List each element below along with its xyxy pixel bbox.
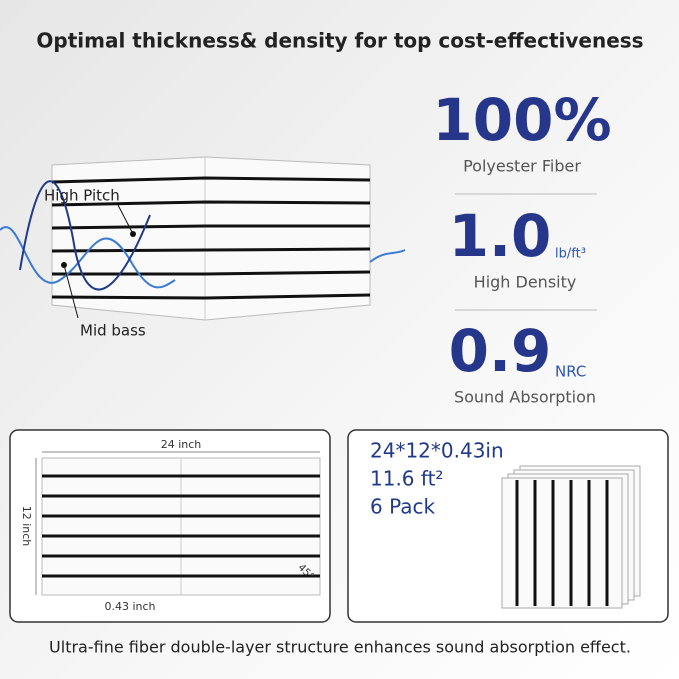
panel-stack bbox=[501, 465, 641, 609]
stat-unit: lb/ft³ bbox=[555, 247, 586, 262]
panel-block bbox=[51, 156, 371, 321]
stat-label: Sound Absorption bbox=[454, 388, 596, 407]
footer: Ultra-fine fiber double-layer structure … bbox=[49, 638, 631, 657]
spec-text: 6 Pack bbox=[370, 495, 435, 519]
spec-text: 24*12*0.43in bbox=[370, 439, 504, 463]
title: Optimal thickness& density for top cost-… bbox=[36, 29, 643, 53]
dimension-label: 12 inch bbox=[20, 506, 33, 547]
callout: High Pitch bbox=[44, 187, 120, 205]
wave bbox=[369, 249, 406, 263]
stat-value: 100% bbox=[432, 86, 611, 154]
callout: Mid bass bbox=[80, 322, 146, 340]
stat-label: Polyester Fiber bbox=[463, 157, 581, 176]
panel-front bbox=[41, 457, 321, 596]
stat-label: High Density bbox=[474, 273, 577, 292]
leader bbox=[117, 204, 134, 235]
pointer bbox=[61, 262, 67, 268]
stat-value: 0.9 bbox=[449, 317, 552, 385]
stat-value: 1.0 bbox=[449, 202, 552, 270]
spec-text: 11.6 ft² bbox=[370, 467, 443, 491]
dimension-label: 0.43 inch bbox=[104, 600, 155, 613]
leader bbox=[63, 264, 79, 319]
stat-unit: NRC bbox=[555, 363, 586, 381]
wave bbox=[19, 180, 151, 291]
dimension-label: 24 inch bbox=[161, 438, 202, 451]
